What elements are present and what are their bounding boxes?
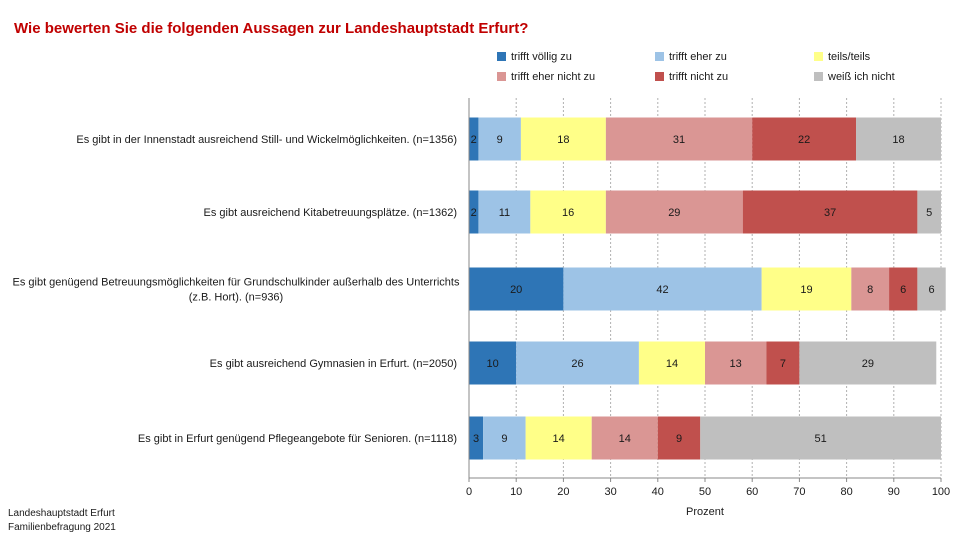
category-label: Es gibt in Erfurt genügend Pflegeangebot… [138, 433, 457, 445]
legend-swatch [655, 52, 664, 61]
bar-segment [917, 267, 946, 311]
source-line: Familienbefragung 2021 [8, 522, 116, 533]
legend-label: teils/teils [828, 51, 871, 63]
source-line: Landeshauptstadt Erfurt [8, 508, 115, 519]
data-label: 13 [730, 358, 742, 370]
data-label: 2 [471, 134, 477, 146]
bar-segment [705, 341, 767, 385]
bar-segment [605, 117, 753, 161]
data-label: 2 [471, 207, 477, 219]
bar-segment [752, 117, 857, 161]
bar-segment [469, 117, 479, 161]
legend-swatch [497, 52, 506, 61]
data-label: 18 [892, 134, 904, 146]
data-label: 29 [862, 358, 874, 370]
bar-segment [889, 267, 918, 311]
bar-segment [563, 267, 762, 311]
x-tick-label: 70 [793, 486, 805, 498]
x-tick-label: 100 [932, 486, 950, 498]
category-label: Es gibt in der Innenstadt ausreichend St… [76, 134, 457, 146]
bar-segment [520, 117, 606, 161]
bar-segment [483, 416, 526, 460]
data-label: 9 [676, 433, 682, 445]
x-tick-label: 50 [699, 486, 711, 498]
category-label: (z.B. Hort). (n=936) [189, 292, 283, 304]
data-label: 3 [473, 433, 479, 445]
bar-segment [469, 267, 564, 311]
bar-segment [591, 416, 658, 460]
bar-segment [638, 341, 705, 385]
legend-swatch [814, 72, 823, 81]
bar-segment [478, 190, 531, 234]
legend-swatch [814, 52, 823, 61]
source-note: Landeshauptstadt Erfurt Familienbefragun… [8, 507, 116, 535]
bar-segment [657, 416, 701, 460]
legend-label: trifft völlig zu [511, 51, 572, 63]
legend-label: trifft nicht zu [669, 71, 728, 83]
data-label: 14 [553, 433, 565, 445]
data-label: 6 [900, 284, 906, 296]
bar-segment [799, 341, 937, 385]
data-label: 19 [800, 284, 812, 296]
data-label: 22 [798, 134, 810, 146]
data-label: 26 [571, 358, 583, 370]
x-tick-label: 20 [557, 486, 569, 498]
data-label: 11 [499, 207, 510, 219]
bar-segment [469, 416, 484, 460]
x-tick-label: 40 [652, 486, 664, 498]
category-label: Es gibt ausreichend Kitabetreuungsplätze… [204, 207, 457, 219]
legend-label: trifft eher nicht zu [511, 71, 595, 83]
data-label: 14 [619, 433, 631, 445]
data-label: 9 [501, 433, 507, 445]
data-label: 18 [557, 134, 569, 146]
x-tick-label: 60 [746, 486, 758, 498]
x-tick-label: 90 [888, 486, 900, 498]
x-tick-label: 80 [840, 486, 852, 498]
data-label: 31 [673, 134, 685, 146]
bar-segment [742, 190, 918, 234]
x-axis-title: Prozent [686, 506, 724, 518]
data-label: 9 [497, 134, 503, 146]
data-label: 29 [668, 207, 680, 219]
x-tick-label: 30 [604, 486, 616, 498]
data-label: 10 [486, 358, 498, 370]
bar-segment [917, 190, 941, 234]
bar-segment [761, 267, 852, 311]
bar-segment [700, 416, 941, 460]
data-label: 5 [926, 207, 932, 219]
bar-segment [469, 341, 517, 385]
bar-segment [525, 416, 592, 460]
x-tick-label: 10 [510, 486, 522, 498]
data-label: 16 [562, 207, 574, 219]
chart-title: Wie bewerten Sie die folgenden Aussagen … [14, 20, 529, 37]
legend-swatch [655, 72, 664, 81]
category-label: Es gibt ausreichend Gymnasien in Erfurt.… [210, 358, 457, 370]
bar-segment [605, 190, 743, 234]
bar-segment [766, 341, 800, 385]
data-label: 8 [867, 284, 873, 296]
data-label: 14 [666, 358, 678, 370]
bar-segment [530, 190, 606, 234]
bar-segment [478, 117, 521, 161]
legend-label: trifft eher zu [669, 51, 727, 63]
x-tick-label: 0 [466, 486, 472, 498]
data-label: 37 [824, 207, 836, 219]
legend-label: weiß ich nicht [827, 71, 895, 83]
bar-segment [856, 117, 941, 161]
bar-segment [516, 341, 639, 385]
data-label: 7 [780, 358, 786, 370]
category-label: Es gibt genügend Betreuungsmöglichkeiten… [13, 277, 460, 289]
data-label: 42 [656, 284, 668, 296]
bar-segment [851, 267, 890, 311]
legend-swatch [497, 72, 506, 81]
data-label: 20 [510, 284, 522, 296]
data-label: 51 [815, 433, 827, 445]
bar-segment [469, 190, 479, 234]
data-label: 6 [928, 284, 934, 296]
